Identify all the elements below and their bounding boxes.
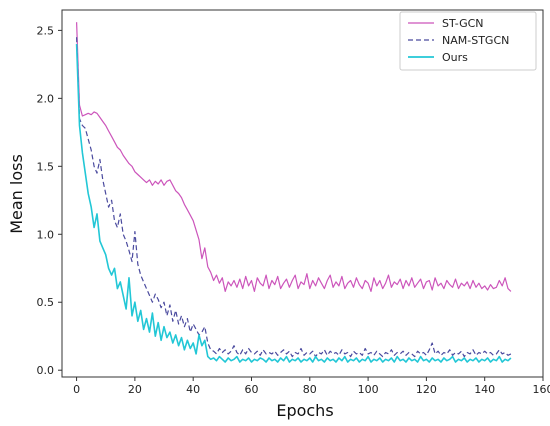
y-axis-ticks: 0.0 0.5 1.0 1.5 2.0 2.5 — [37, 24, 62, 377]
legend-label: ST-GCN — [442, 17, 484, 30]
legend: ST-GCN NAM-STGCN Ours — [399, 11, 537, 71]
y-tick-label: 2.5 — [37, 24, 55, 37]
plot-border — [61, 9, 544, 378]
x-tick-label: 0 — [73, 383, 80, 396]
y-tick-label: 1.5 — [37, 160, 55, 173]
series-group — [75, 22, 512, 363]
x-tick-label: 20 — [128, 383, 142, 396]
y-tick-label: 0.5 — [37, 296, 55, 309]
x-tick-label: 160 — [533, 383, 550, 396]
x-tick-label: 140 — [474, 383, 495, 396]
y-tick-label: 2.0 — [37, 92, 55, 105]
plot-frame — [61, 9, 544, 378]
x-tick-label: 80 — [303, 383, 317, 396]
legend-box — [399, 11, 537, 71]
y-tick-label: 0.0 — [37, 364, 55, 377]
series-line-nam-stgcn — [76, 37, 512, 358]
legend-label: NAM-STGCN — [442, 34, 509, 47]
y-tick-label: 1.0 — [37, 228, 55, 241]
series-line-ours — [75, 43, 512, 363]
x-tick-label: 40 — [186, 383, 200, 396]
x-tick-label: 120 — [416, 383, 437, 396]
y-axis-label: Mean loss — [7, 154, 26, 234]
legend-label: Ours — [442, 51, 468, 64]
x-axis-label: Epochs — [276, 401, 333, 420]
series-line-st-gcn — [76, 22, 512, 292]
x-axis-ticks: 0 20 40 60 80 100 120 140 160 — [73, 377, 550, 396]
x-tick-label: 100 — [358, 383, 379, 396]
x-tick-label: 60 — [244, 383, 258, 396]
